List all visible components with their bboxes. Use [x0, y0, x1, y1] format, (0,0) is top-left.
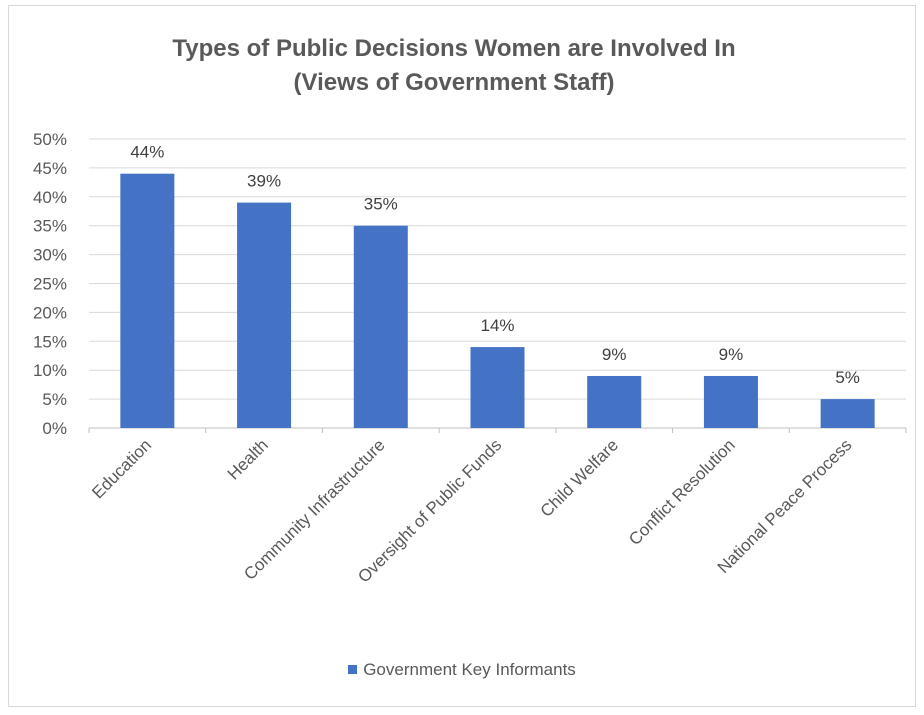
- category-label: Child Welfare: [537, 435, 622, 520]
- chart-title-line-1: Types of Public Decisions Women are Invo…: [172, 35, 736, 62]
- category-label: National Peace Process: [714, 435, 856, 577]
- y-tick-label: 20%: [33, 303, 67, 322]
- y-tick-label: 25%: [33, 275, 67, 294]
- data-label: 44%: [130, 143, 164, 162]
- bar: [120, 173, 175, 428]
- bar: [237, 202, 292, 428]
- y-tick-label: 0%: [42, 419, 67, 438]
- data-label: 9%: [719, 345, 744, 364]
- bar: [587, 375, 642, 428]
- data-label: 14%: [480, 316, 514, 335]
- y-tick-label: 15%: [33, 332, 67, 351]
- y-tick-label: 30%: [33, 246, 67, 265]
- legend-swatch: [348, 665, 358, 674]
- y-tick-label: 40%: [33, 188, 67, 207]
- legend-label: Government Key Informants: [363, 660, 576, 679]
- y-tick-label: 10%: [33, 361, 67, 380]
- bar: [820, 399, 875, 428]
- category-label: Conflict Resolution: [625, 435, 739, 549]
- bar: [703, 375, 758, 428]
- chart-title: Types of Public Decisions Women are Invo…: [0, 32, 908, 100]
- y-tick-label: 50%: [33, 130, 67, 149]
- data-label: 39%: [247, 172, 281, 191]
- data-label: 9%: [602, 345, 627, 364]
- chart-title-line-2: (Views of Government Staff): [293, 69, 615, 96]
- bar: [353, 225, 408, 428]
- data-label: 35%: [364, 195, 398, 214]
- category-label: Health: [224, 435, 272, 483]
- legend: Government Key Informants: [0, 660, 924, 680]
- y-tick-label: 45%: [33, 159, 67, 178]
- category-label: Education: [88, 435, 155, 502]
- y-tick-label: 35%: [33, 217, 67, 236]
- data-label: 5%: [835, 368, 860, 387]
- bar: [470, 347, 525, 428]
- y-tick-label: 5%: [42, 390, 67, 409]
